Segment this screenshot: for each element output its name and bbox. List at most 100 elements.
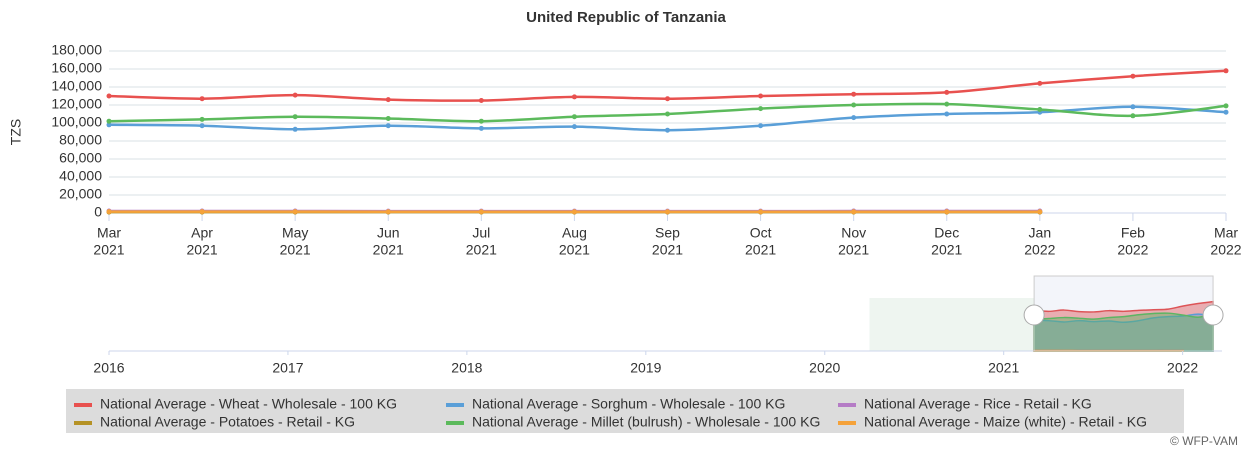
data-point — [199, 123, 205, 129]
x-tick-label: 2022 — [1210, 242, 1241, 258]
data-point — [292, 114, 298, 120]
x-tick-label: Jun — [377, 225, 400, 241]
data-point — [292, 92, 298, 98]
legend-box — [66, 389, 1184, 433]
x-tick-label: 2021 — [559, 242, 590, 258]
navigator-tick-label: 2016 — [93, 360, 124, 376]
data-point — [758, 123, 764, 129]
legend-label: National Average - Wheat - Wholesale - 1… — [100, 396, 397, 412]
y-tick-label: 60,000 — [59, 150, 102, 166]
x-tick-label: 2021 — [838, 242, 869, 258]
navigator-history — [869, 298, 1035, 351]
data-point — [851, 91, 857, 97]
data-point — [665, 209, 670, 215]
data-point — [851, 102, 857, 108]
data-point — [106, 122, 112, 128]
x-tick-label: Dec — [934, 225, 959, 241]
data-point — [1037, 80, 1043, 86]
navigator-area — [1033, 300, 1214, 352]
data-point — [478, 209, 484, 215]
x-tick-label: Aug — [562, 225, 587, 241]
data-point — [1037, 209, 1043, 215]
data-point — [385, 123, 391, 129]
navigator-handle[interactable] — [1202, 304, 1224, 326]
y-tick-label: 160,000 — [51, 60, 102, 76]
navigator-tick-label: 2019 — [630, 360, 661, 376]
data-point — [199, 209, 205, 215]
x-tick-label: Oct — [750, 225, 772, 241]
legend-label: National Average - Potatoes - Retail - K… — [100, 414, 355, 430]
data-point — [106, 93, 112, 99]
credit: © WFP-VAM — [1170, 434, 1238, 448]
data-point — [1223, 68, 1229, 74]
x-tick-label: 2021 — [931, 242, 962, 258]
x-tick-label: 2022 — [1024, 242, 1055, 258]
legend-item[interactable]: National Average - Sorghum - Wholesale -… — [446, 396, 785, 412]
legend-label: National Average - Rice - Retail - KG — [864, 396, 1092, 412]
data-point — [665, 111, 670, 117]
y-tick-label: 40,000 — [59, 168, 102, 184]
legend-item[interactable]: National Average - Wheat - Wholesale - 1… — [74, 396, 397, 412]
data-point — [944, 89, 950, 95]
y-tick-label: 120,000 — [51, 96, 102, 112]
data-point — [665, 127, 670, 133]
y-tick-label: 180,000 — [51, 42, 102, 58]
chart-title: United Republic of Tanzania — [526, 9, 726, 26]
navigator-handle[interactable] — [1023, 304, 1045, 326]
data-point — [758, 93, 764, 99]
x-tick-label: 2021 — [93, 242, 124, 258]
y-tick-label: 100,000 — [51, 114, 102, 130]
data-point — [478, 125, 484, 131]
navigator-area — [1033, 312, 1214, 352]
legend-item[interactable]: National Average - Potatoes - Retail - K… — [74, 414, 355, 430]
x-tick-label: 2022 — [1117, 242, 1148, 258]
x-tick-label: Mar — [1214, 225, 1238, 241]
data-point — [1223, 103, 1229, 109]
navigator-tick-label: 2017 — [272, 360, 303, 376]
y-tick-label: 0 — [94, 204, 102, 220]
x-tick-label: Jan — [1029, 225, 1052, 241]
x-tick-label: Jul — [472, 225, 490, 241]
x-tick-label: 2021 — [280, 242, 311, 258]
data-point — [1037, 107, 1043, 112]
data-point — [106, 209, 112, 215]
x-tick-label: 2021 — [745, 242, 776, 258]
data-point — [1223, 109, 1229, 115]
x-tick-label: 2021 — [466, 242, 497, 258]
data-point — [199, 96, 205, 102]
legend-item[interactable]: National Average - Millet (bulrush) - Wh… — [446, 414, 820, 430]
legend-label: National Average - Sorghum - Wholesale -… — [472, 396, 785, 412]
data-point — [385, 209, 391, 215]
data-point — [1130, 104, 1136, 110]
x-tick-label: Mar — [97, 225, 121, 241]
data-point — [944, 101, 950, 107]
navigator-tick-label: 2022 — [1167, 360, 1198, 376]
y-axis-label: TZS — [8, 119, 24, 145]
data-point — [665, 96, 670, 102]
data-point — [106, 118, 112, 124]
data-point — [758, 209, 764, 215]
x-tick-label: Feb — [1121, 225, 1145, 241]
data-point — [199, 116, 205, 122]
data-point — [851, 209, 857, 215]
x-tick-label: 2021 — [652, 242, 683, 258]
x-tick-label: Apr — [191, 225, 213, 241]
data-point — [571, 94, 577, 100]
navigator-tick-label: 2021 — [988, 360, 1019, 376]
y-tick-label: 20,000 — [59, 186, 102, 202]
data-point — [758, 106, 764, 112]
y-tick-label: 80,000 — [59, 132, 102, 148]
data-point — [851, 115, 857, 121]
legend-item[interactable]: National Average - Maize (white) - Retai… — [838, 414, 1147, 430]
data-point — [385, 97, 391, 103]
x-tick-label: Nov — [841, 225, 866, 241]
data-point — [1130, 113, 1136, 119]
legend-item[interactable]: National Average - Rice - Retail - KG — [838, 396, 1092, 412]
data-point — [944, 111, 950, 117]
legend-label: National Average - Maize (white) - Retai… — [864, 414, 1147, 430]
x-tick-label: 2021 — [373, 242, 404, 258]
data-point — [571, 114, 577, 120]
data-point — [944, 209, 950, 215]
data-point — [571, 124, 577, 130]
